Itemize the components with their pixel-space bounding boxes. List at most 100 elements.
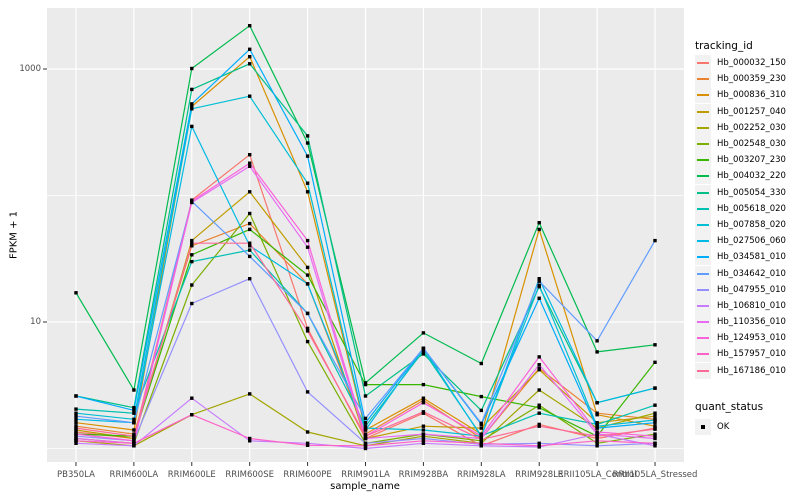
data-point <box>305 430 310 434</box>
data-point <box>595 439 599 443</box>
data-point <box>305 326 310 331</box>
legend-key <box>695 136 711 153</box>
data-point <box>421 434 426 438</box>
data-point <box>305 245 310 249</box>
data-point <box>74 411 78 415</box>
legend-key <box>695 249 711 266</box>
legend-tracking-id: Hb_000032_150 Hb_000359_230 Hb_000836_310 H… <box>695 55 786 379</box>
legend-label: Hb_167186_010 <box>717 365 786 376</box>
data-point <box>248 248 252 252</box>
legend-label: Hb_001257_040 <box>717 106 786 117</box>
legend-label: Hb_110356_010 <box>717 317 786 328</box>
legend-key <box>695 119 711 136</box>
data-point <box>479 361 483 366</box>
data-point <box>248 221 252 226</box>
data-point <box>74 394 78 398</box>
x-tick-label: RRIM901LA <box>341 470 390 480</box>
data-point <box>537 277 541 281</box>
data-point <box>363 421 368 425</box>
legend-item: Hb_004032_220 <box>695 168 786 185</box>
data-point <box>537 279 541 283</box>
data-point <box>74 441 78 445</box>
data-point <box>421 331 426 335</box>
data-point <box>537 406 541 410</box>
legend-line-swatch <box>697 223 709 226</box>
data-point <box>421 396 426 400</box>
data-point <box>595 434 599 438</box>
legend-label: Hb_000359_230 <box>717 74 786 85</box>
legend-key <box>695 152 711 169</box>
data-point <box>421 346 426 350</box>
legend-key <box>695 265 711 282</box>
data-point <box>595 444 599 448</box>
data-point <box>421 439 426 443</box>
data-point <box>653 421 657 425</box>
legend-line-swatch <box>697 191 709 194</box>
x-tick-label: RRIM600SE <box>225 470 274 480</box>
legend-line-swatch <box>697 272 709 275</box>
data-point <box>537 403 541 407</box>
data-point <box>537 221 541 225</box>
data-point <box>248 47 252 51</box>
data-point <box>595 436 599 441</box>
data-point <box>305 273 310 277</box>
legend-item: Hb_007858_020 <box>695 216 786 233</box>
x-tick-label: RRIM928LA <box>457 470 506 480</box>
legend-key <box>695 330 711 347</box>
data-point <box>421 428 426 432</box>
data-point <box>248 439 252 443</box>
data-point <box>595 401 599 405</box>
data-point <box>363 434 368 438</box>
legend-item: Hb_106810_010 <box>695 297 786 314</box>
legend-label: Hb_003207_230 <box>717 155 786 166</box>
legend-line-swatch <box>697 78 709 81</box>
data-point <box>248 62 252 66</box>
data-point <box>595 441 599 445</box>
data-point <box>132 408 136 413</box>
legend-item: Hb_002548_030 <box>695 136 786 153</box>
data-point <box>248 277 252 281</box>
data-point <box>653 360 657 364</box>
legend-label: Hb_007858_020 <box>717 219 786 230</box>
data-point <box>595 426 599 430</box>
y-tick-label: 1000 <box>19 64 41 74</box>
data-point <box>479 408 483 413</box>
legend-label: Hb_002252_030 <box>717 122 786 133</box>
data-point <box>190 107 194 111</box>
data-point <box>305 265 310 270</box>
legend-item: Hb_167186_010 <box>695 362 786 379</box>
data-point <box>537 368 541 372</box>
legend-label: Hb_034581_010 <box>717 252 786 263</box>
data-point <box>537 355 541 359</box>
data-point <box>132 417 136 421</box>
legend-label: Hb_047955_010 <box>717 284 786 295</box>
data-point <box>479 394 483 399</box>
data-point <box>305 282 310 286</box>
data-point <box>421 410 426 414</box>
legend-key <box>695 346 711 363</box>
x-tick-label: PB350LA <box>56 470 95 480</box>
data-point <box>537 283 541 287</box>
legend-line-swatch <box>697 353 709 356</box>
data-point <box>363 416 368 421</box>
legend-item: Hb_034642_010 <box>695 265 786 282</box>
data-point <box>653 238 657 243</box>
data-point <box>190 301 194 306</box>
data-point <box>248 436 252 441</box>
legend-line-swatch <box>697 337 709 340</box>
legend-item: Hb_001257_040 <box>695 103 786 120</box>
data-point <box>305 134 310 138</box>
legend-line-swatch <box>697 240 709 243</box>
legend-label: Hb_000836_310 <box>717 90 786 101</box>
legend-title-quant-status: quant_status <box>695 401 764 413</box>
data-point <box>479 434 483 438</box>
legend-line-swatch <box>697 143 709 146</box>
legend-key <box>695 297 711 314</box>
legend-item-ok: OK <box>695 419 729 436</box>
data-point <box>132 432 136 436</box>
data-point <box>305 238 310 243</box>
data-point <box>305 181 310 185</box>
data-point <box>363 432 368 436</box>
